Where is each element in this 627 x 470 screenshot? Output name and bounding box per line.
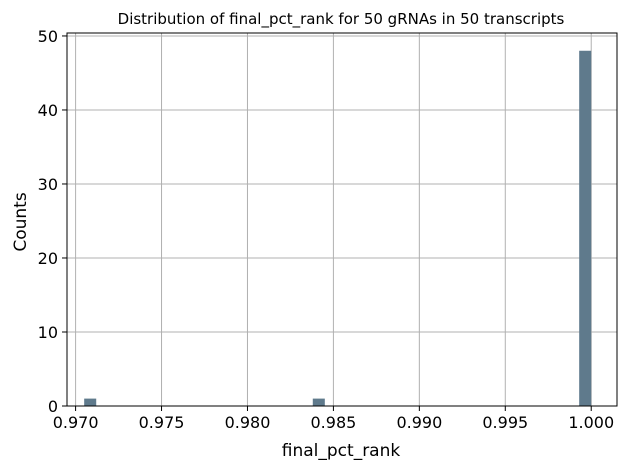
histogram-bars: [84, 50, 592, 407]
x-tick-label: 0.970: [53, 413, 99, 432]
y-tick-label: 0: [48, 397, 58, 416]
chart-title: Distribution of final_pct_rank for 50 gR…: [118, 10, 565, 29]
histogram-bar: [84, 398, 97, 406]
grid-lines: [67, 33, 617, 407]
x-tick-label: 0.980: [225, 413, 271, 432]
y-axis-ticks: 0 10 20 30 40 50: [38, 27, 67, 416]
y-tick-label: 20: [38, 249, 58, 268]
x-tick-label: 0.985: [311, 413, 357, 432]
x-tick-label: 0.975: [139, 413, 185, 432]
x-axis-label: final_pct_rank: [282, 441, 401, 461]
y-axis-label: Counts: [11, 192, 31, 251]
x-tick-label: 1.000: [568, 413, 614, 432]
y-tick-label: 30: [38, 175, 58, 194]
y-tick-label: 10: [38, 323, 58, 342]
x-tick-label: 0.995: [482, 413, 528, 432]
y-tick-label: 40: [38, 101, 58, 120]
x-tick-label: 0.990: [396, 413, 442, 432]
histogram-bar: [579, 50, 592, 407]
plot-frame: [66, 32, 618, 407]
histogram-bar: [312, 398, 325, 406]
x-axis-ticks: 0.970 0.975 0.980 0.985 0.990 0.995 1.000: [53, 406, 614, 432]
y-tick-label: 50: [38, 27, 58, 46]
